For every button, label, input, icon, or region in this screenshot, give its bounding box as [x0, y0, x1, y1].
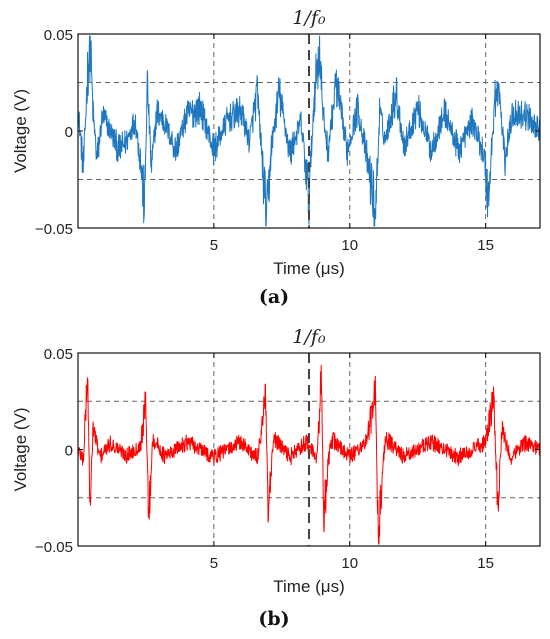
x-axis-label: Time (μs): [273, 577, 345, 596]
panel-caption: (a): [259, 286, 289, 308]
panel-caption: (b): [258, 608, 289, 630]
y-tick-label: −0.05: [35, 221, 73, 238]
x-tick-label: 10: [341, 237, 358, 254]
y-tick-label: 0.05: [44, 346, 73, 363]
x-tick-label: 10: [341, 555, 358, 572]
y-axis-label: Voltage (V): [11, 89, 30, 173]
y-tick-label: 0: [65, 124, 73, 141]
y-tick-label: 0.05: [44, 27, 73, 44]
x-tick-label: 15: [477, 237, 494, 254]
chart-panel-b: 5 10 15 −0.05 0 0.05 Time (μs) Voltage (V) 1/f₀ (…: [11, 326, 541, 630]
y-tick-label: 0: [65, 443, 73, 460]
period-marker-label: 1/f₀: [292, 326, 326, 348]
period-marker-label: 1/f₀: [292, 7, 326, 29]
x-axis-label: Time (μs): [273, 259, 345, 278]
x-tick-label: 5: [210, 237, 218, 254]
x-tick-label: 5: [210, 555, 218, 572]
y-axis-label: Voltage (V): [11, 407, 30, 491]
x-tick-label: 15: [477, 555, 494, 572]
y-tick-label: −0.05: [35, 539, 73, 556]
series-line-0: [78, 364, 540, 545]
chart-panel-a: 5 10 15 −0.05 0 0.05 Time (μs) Voltage (V) 1/f₀ (…: [11, 7, 541, 308]
